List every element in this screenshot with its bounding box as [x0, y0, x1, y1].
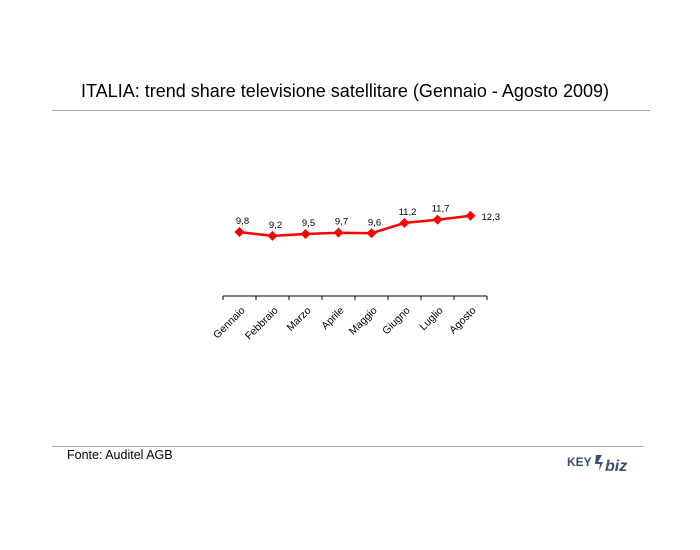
data-label: 9,7 — [335, 217, 348, 228]
data-point-marker — [234, 227, 245, 237]
x-tick-label: Aprile — [319, 305, 347, 333]
chart-title: ITALIA: trend share televisione satellit… — [81, 81, 609, 101]
x-axis — [222, 295, 488, 300]
data-label: 9,2 — [269, 220, 282, 231]
x-tick-label: Giugno — [380, 305, 413, 338]
data-label: 9,5 — [302, 218, 315, 229]
data-point-marker — [333, 227, 344, 238]
data-point-marker — [300, 228, 311, 239]
data-label: 12,3 — [482, 212, 501, 223]
title-divider — [52, 110, 650, 111]
key4biz-logo: KEY biz — [567, 455, 627, 475]
data-point-marker — [366, 228, 377, 239]
x-tick-label: Marzo — [284, 305, 313, 334]
data-label: 11,2 — [399, 207, 417, 218]
footer-divider — [52, 446, 643, 447]
series-marker-layer — [234, 210, 476, 241]
data-point-marker — [432, 214, 443, 225]
x-tick-label: Gennaio — [211, 305, 248, 342]
data-label-layer: 9,8 9,2 9,5 9,7 9,6 11,2 11,7 12,3 — [236, 204, 500, 231]
data-point-marker — [399, 217, 410, 228]
x-tick-label: Agosto — [447, 305, 479, 337]
data-point-marker — [465, 210, 476, 221]
x-tick-label: Luglio — [417, 305, 445, 333]
data-point-marker — [267, 230, 278, 241]
series-line — [239, 214, 471, 238]
source-note: Fonte: Auditel AGB — [67, 448, 173, 462]
series-line-layer — [239, 214, 471, 238]
data-label: 11,7 — [432, 204, 450, 215]
x-tick-label: Febbraio — [243, 305, 281, 343]
data-label: 9,6 — [368, 217, 381, 228]
data-label: 9,8 — [236, 216, 249, 227]
x-tick-label: Maggio — [347, 305, 380, 338]
svg-text:KEY: KEY — [567, 455, 592, 469]
svg-text:biz: biz — [605, 458, 627, 475]
